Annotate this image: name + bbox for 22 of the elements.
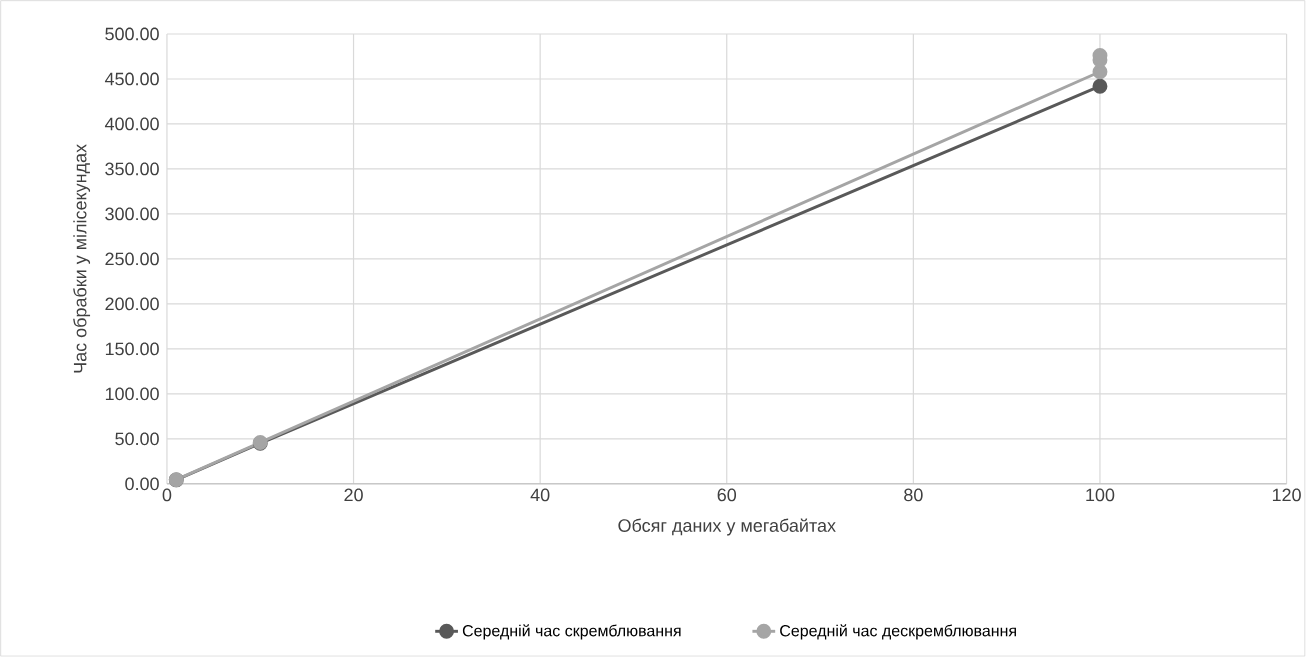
x-tick-label: 60 — [717, 488, 737, 502]
y-tick-label: 400.00 — [104, 117, 159, 131]
x-tick-label: 40 — [530, 488, 550, 502]
x-tick-label: 80 — [904, 488, 923, 502]
y-tick-label: 150.00 — [105, 342, 159, 356]
x-axis-title: Обсяг даних у мегабайтах — [618, 518, 836, 536]
y-axis-title: Час обрабки у мілісекундах — [73, 144, 91, 373]
y-tick-label: 50.00 — [115, 432, 159, 446]
y-tick-label: 500.00 — [105, 27, 159, 41]
x-tick-label: 0 — [162, 488, 172, 502]
y-tick-label: 350.00 — [105, 162, 159, 176]
legend-label: Середній час дескремблювання — [780, 624, 1016, 640]
x-tick-label: 100 — [1086, 488, 1115, 502]
y-tick-label: 100.00 — [105, 387, 159, 401]
y-tick-label: 200.00 — [105, 297, 159, 311]
y-tick-label: 300.00 — [105, 207, 159, 221]
y-tick-label: 0.00 — [125, 477, 159, 491]
y-tick-label: 450.00 — [104, 72, 159, 86]
legend-label: Середній час скремблювання — [462, 624, 681, 640]
x-tick-label: 20 — [344, 488, 363, 502]
x-tick-label: 120 — [1272, 488, 1301, 502]
y-tick-label: 250.00 — [105, 252, 159, 266]
